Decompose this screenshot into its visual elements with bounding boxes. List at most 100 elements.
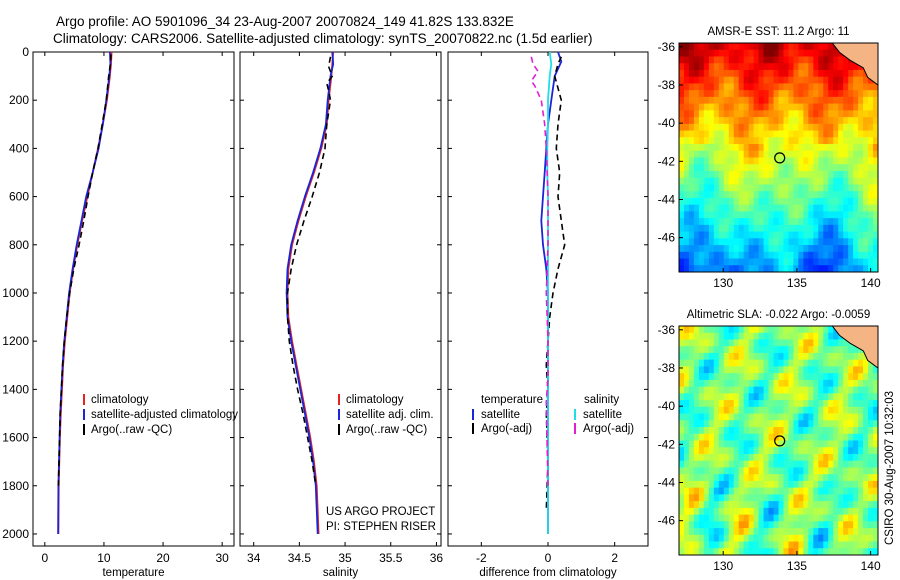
sst_map-cell xyxy=(713,83,720,91)
sst_map-cell xyxy=(833,130,839,138)
sst_map-cell xyxy=(743,170,750,179)
sst_map-cell xyxy=(783,49,789,57)
sst_map-cell xyxy=(733,69,740,78)
sla_map-cell xyxy=(858,480,864,489)
sst_map-cell xyxy=(748,164,755,172)
sst_map-cell xyxy=(838,110,844,118)
sst_map-cell xyxy=(679,90,685,98)
salinity-legend-label: climatology xyxy=(346,394,404,406)
sla_map-cell xyxy=(703,501,710,509)
sla_map-cell xyxy=(813,433,819,441)
sla_map-cell xyxy=(748,413,755,421)
sla_map-cell xyxy=(863,447,869,455)
sst_map-cell xyxy=(778,170,784,179)
sla_map-cell xyxy=(679,521,685,529)
sla_map-xtick-label: 135 xyxy=(787,559,807,573)
sla_map-cell xyxy=(813,393,819,401)
sst_map-cell xyxy=(818,197,824,206)
sst_map-cell xyxy=(863,117,869,125)
sst_map-cell xyxy=(788,191,794,199)
sla_map-cell xyxy=(873,400,879,408)
sla_map-cell xyxy=(858,534,864,542)
sla_map-cell xyxy=(873,379,879,388)
sla_map-cell xyxy=(818,501,824,509)
sla_map-cell xyxy=(843,501,849,509)
sst_map-cell xyxy=(818,56,824,64)
sla_map-cell xyxy=(758,433,764,441)
sst_map-cell xyxy=(803,49,809,57)
sla_map-cell xyxy=(813,487,819,495)
sla_map-cell xyxy=(693,494,700,502)
sst_map-cell xyxy=(813,197,819,206)
sla_map-cell xyxy=(783,352,789,361)
sst_map-cell xyxy=(853,123,859,131)
sla_map-cell xyxy=(798,480,804,489)
sla_map-cell xyxy=(753,406,760,414)
sst_map-cell xyxy=(743,238,750,246)
sla_map-cell xyxy=(843,427,849,435)
sst_map-cell xyxy=(793,96,799,105)
temperature-legend-label: climatology xyxy=(91,394,149,406)
sst_map-cell xyxy=(843,231,849,239)
sla_map-cell xyxy=(768,400,774,408)
sst_map-cell xyxy=(763,191,769,199)
sst_map-cell xyxy=(828,56,834,64)
sst_map-cell xyxy=(783,245,789,253)
sla_map-cell xyxy=(793,494,799,502)
sla_map-cell xyxy=(823,467,829,475)
sst_map-ytick-label: -42 xyxy=(658,154,676,168)
sst_map-cell xyxy=(788,258,794,266)
sst_map-cell xyxy=(778,130,784,138)
sst_map-cell xyxy=(698,49,705,57)
sst_map-cell xyxy=(833,245,839,253)
sla_map-cell xyxy=(738,352,745,361)
sst_map-cell xyxy=(773,191,779,199)
sla_map-cell xyxy=(773,507,779,515)
sst_map-cell xyxy=(838,130,844,138)
sla_map-cell xyxy=(733,528,740,536)
sla_map-cell xyxy=(733,393,740,401)
sst_map-cell xyxy=(848,238,854,246)
sla_map-cell xyxy=(858,507,864,515)
sla_map-cell xyxy=(798,427,804,435)
sla_map-cell xyxy=(843,379,849,388)
sla_map-cell xyxy=(798,501,804,509)
sla_map-cell xyxy=(848,393,854,401)
sla_map-cell xyxy=(768,339,774,347)
sla_map-cell xyxy=(738,447,745,455)
sla_map-cell xyxy=(783,373,789,381)
sla_map-cell xyxy=(728,521,735,529)
sla_map-cell xyxy=(693,521,700,529)
sla_map-cell xyxy=(693,373,700,381)
sla_map-cell xyxy=(698,487,705,495)
sst_map-cell xyxy=(738,258,745,266)
sla_map-cell xyxy=(718,326,725,334)
sst_map-cell xyxy=(683,238,690,246)
sst_map-cell xyxy=(728,218,735,226)
sst_map-cell xyxy=(873,150,879,158)
sla_map-cell xyxy=(713,427,720,435)
sla_map-cell xyxy=(753,548,760,556)
sst_map-cell xyxy=(718,117,725,125)
project-credit-line2: PI: STEPHEN RISER xyxy=(326,521,436,533)
sst_map-cell xyxy=(683,90,690,98)
sst_map-cell xyxy=(713,123,720,131)
sla_map-cell xyxy=(843,433,849,441)
sst_map-cell xyxy=(728,130,735,138)
sst_map-cell xyxy=(843,117,849,125)
sst_map-cell xyxy=(823,117,829,125)
sst_map-cell xyxy=(798,191,804,199)
sst_map-cell xyxy=(873,191,879,199)
sla_map-cell xyxy=(733,480,740,489)
sla_map-cell xyxy=(788,474,794,482)
sst_map-ytick-label: -36 xyxy=(658,40,676,54)
sla_map-cell xyxy=(743,400,750,408)
sla_map-cell xyxy=(838,453,844,462)
sla_map-cell xyxy=(838,541,844,549)
sla_map-cell xyxy=(718,521,725,529)
sst_map-cell xyxy=(713,191,720,199)
sst_map-cell xyxy=(783,83,789,91)
sla_map-cell xyxy=(708,386,715,394)
sla_map-cell xyxy=(718,460,725,468)
sst_map-cell xyxy=(818,211,824,219)
